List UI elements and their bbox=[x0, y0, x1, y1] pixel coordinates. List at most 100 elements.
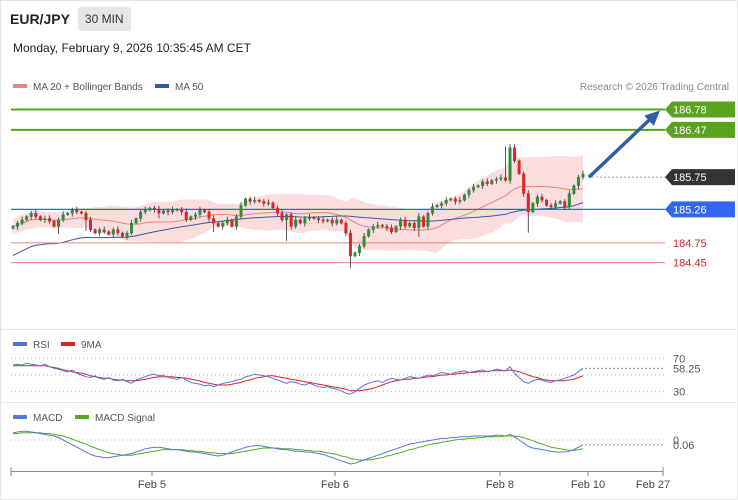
copyright: Research © 2026 Trading Central bbox=[580, 82, 729, 93]
candle-body bbox=[307, 217, 311, 219]
candle-body bbox=[503, 177, 507, 181]
candle-body bbox=[467, 190, 471, 196]
timeframe-button[interactable]: 30 MIN bbox=[77, 7, 131, 31]
candle-body bbox=[89, 219, 93, 230]
date-label-feb8: Feb 8 bbox=[486, 479, 514, 491]
pivot-label: 185.26 bbox=[673, 204, 707, 216]
candle-body bbox=[545, 199, 549, 206]
resistance-label-1: 186.47 bbox=[673, 125, 707, 137]
candle-body bbox=[499, 177, 503, 180]
candle-body bbox=[116, 229, 120, 234]
candle-body bbox=[321, 219, 325, 222]
candle-body bbox=[52, 220, 56, 227]
date-label-feb5: Feb 5 bbox=[138, 479, 166, 491]
candle-body bbox=[43, 218, 47, 221]
candle-body bbox=[289, 214, 293, 227]
candle-body bbox=[358, 245, 362, 253]
candle-body bbox=[166, 210, 170, 213]
candle-body bbox=[417, 216, 421, 228]
candle-body bbox=[161, 210, 165, 214]
legend-label-bollinger: MA 20 + Bollinger Bands bbox=[33, 82, 143, 93]
candle-body bbox=[353, 252, 357, 257]
candle-body bbox=[248, 198, 252, 202]
candle-body bbox=[526, 193, 530, 213]
candle-body bbox=[317, 218, 321, 221]
candle-body bbox=[367, 229, 371, 237]
candle-body bbox=[66, 213, 70, 215]
candle-body bbox=[230, 219, 234, 227]
candle-body bbox=[171, 209, 175, 213]
candle-body bbox=[449, 198, 453, 201]
candle-body bbox=[157, 209, 161, 214]
candle-body bbox=[403, 219, 407, 227]
candle-body bbox=[472, 186, 476, 191]
candle-body bbox=[508, 147, 512, 181]
date-label-feb10: Feb 10 bbox=[571, 479, 605, 491]
rsi-line bbox=[12, 362, 584, 395]
candle-body bbox=[494, 178, 498, 181]
resistance-label-0: 186.78 bbox=[673, 104, 707, 116]
legend-label-rsi: RSI bbox=[33, 340, 50, 351]
candle-body bbox=[440, 203, 444, 206]
date-label-feb6: Feb 6 bbox=[321, 479, 349, 491]
candle-body bbox=[139, 211, 143, 219]
candle-body bbox=[244, 198, 248, 206]
candle-body bbox=[271, 202, 275, 209]
candle-body bbox=[285, 214, 289, 221]
candle-body bbox=[262, 201, 266, 204]
price-panel: 186.78 186.47 185.75 185.26 184.75 184.45 bbox=[11, 101, 735, 270]
macd-panel: 00.06 bbox=[11, 430, 694, 465]
candle-body bbox=[98, 229, 102, 234]
candle-body bbox=[298, 219, 302, 224]
candle-body bbox=[412, 222, 416, 228]
candle-body bbox=[11, 226, 15, 229]
candle-body bbox=[431, 206, 435, 214]
macd-legend: MACD MACD Signal bbox=[13, 413, 155, 424]
candle-body bbox=[239, 205, 243, 217]
candle-body bbox=[513, 147, 517, 161]
candle-body bbox=[344, 222, 348, 234]
candle-body bbox=[134, 218, 138, 224]
candle-body bbox=[221, 222, 225, 227]
candle-body bbox=[216, 222, 220, 227]
candle-body bbox=[408, 222, 412, 227]
rsi-tick-30: 30 bbox=[673, 387, 685, 399]
candle-body bbox=[120, 232, 124, 237]
candle-body bbox=[540, 196, 544, 201]
candle-body bbox=[193, 214, 197, 217]
candle-body bbox=[339, 219, 343, 224]
candle-body bbox=[376, 224, 380, 227]
bollinger-band-fill bbox=[13, 155, 583, 253]
candle-body bbox=[25, 216, 29, 221]
candle-body bbox=[93, 229, 97, 234]
rsi-legend: RSI 9MA bbox=[13, 340, 102, 351]
legend-swatch-macd-signal bbox=[75, 415, 89, 419]
candle-body bbox=[476, 185, 480, 188]
candle-body bbox=[111, 229, 115, 235]
candle-body bbox=[61, 214, 65, 221]
candle-body bbox=[330, 219, 334, 224]
candle-body bbox=[29, 213, 33, 217]
candle-body bbox=[485, 181, 489, 184]
candle-body bbox=[481, 181, 485, 186]
candle-body bbox=[234, 216, 238, 227]
macd-line bbox=[12, 430, 584, 465]
chart-header: EUR/JPY 30 MIN bbox=[10, 7, 131, 31]
legend-label-macd: MACD bbox=[33, 413, 62, 424]
candle-body bbox=[572, 185, 576, 194]
symbol-label: EUR/JPY bbox=[10, 11, 70, 27]
current-price-label: 185.75 bbox=[673, 172, 707, 184]
legend-swatch-rsi-ma bbox=[61, 342, 75, 346]
candle-body bbox=[567, 193, 571, 207]
candle-body bbox=[180, 209, 184, 213]
candle-body bbox=[558, 201, 562, 204]
macd-signal-line bbox=[13, 432, 584, 461]
candle-body bbox=[535, 196, 539, 204]
candle-body bbox=[380, 224, 384, 227]
candle-body bbox=[212, 218, 216, 224]
candle-body bbox=[490, 180, 494, 184]
candle-body bbox=[348, 232, 352, 257]
candle-body bbox=[125, 232, 129, 237]
candle-body bbox=[184, 211, 188, 221]
forecast-arrowhead bbox=[644, 110, 660, 126]
